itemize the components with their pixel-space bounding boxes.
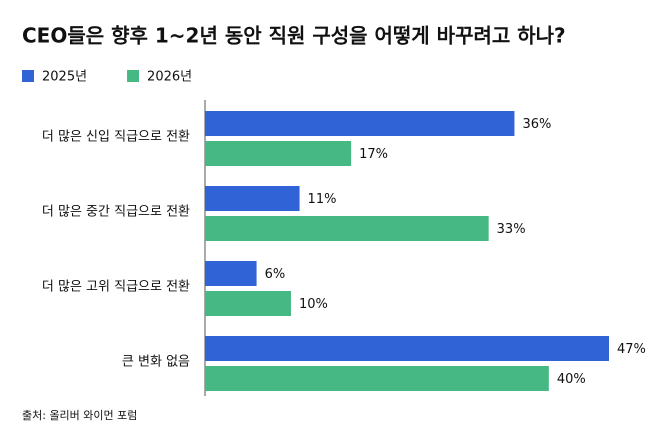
y-tick-label: 더 많은 중간 직급으로 전환 (42, 205, 190, 220)
data-label: 47% (617, 342, 646, 357)
data-label: 6% (265, 267, 286, 282)
bar (205, 186, 300, 211)
y-tick-label: 더 많은 신입 직급으로 전환 (42, 130, 190, 145)
legend-swatch (22, 70, 34, 82)
data-label: 33% (497, 222, 526, 237)
bar (205, 366, 549, 391)
bar (205, 141, 352, 166)
bar (205, 336, 609, 361)
source: 출처: 올리버 와이먼 포럼 (22, 409, 137, 422)
data-label: 36% (522, 117, 551, 132)
bar (205, 291, 291, 316)
y-tick-label: 큰 변화 없음 (122, 355, 190, 370)
bar (205, 111, 515, 136)
bar (205, 261, 257, 286)
legend-label: 2026년 (147, 70, 192, 85)
data-label: 10% (299, 297, 328, 312)
legend-label: 2025년 (42, 70, 87, 85)
data-label: 11% (308, 192, 337, 207)
bar (205, 216, 489, 241)
data-label: 17% (359, 147, 388, 162)
data-label: 40% (557, 372, 586, 387)
y-tick-label: 더 많은 고위 직급으로 전환 (42, 280, 190, 295)
legend-swatch (127, 70, 140, 82)
chart-title: CEO들은 향후 1~2년 동안 직원 구성을 어떻게 바꾸려고 하나? (22, 24, 566, 48)
